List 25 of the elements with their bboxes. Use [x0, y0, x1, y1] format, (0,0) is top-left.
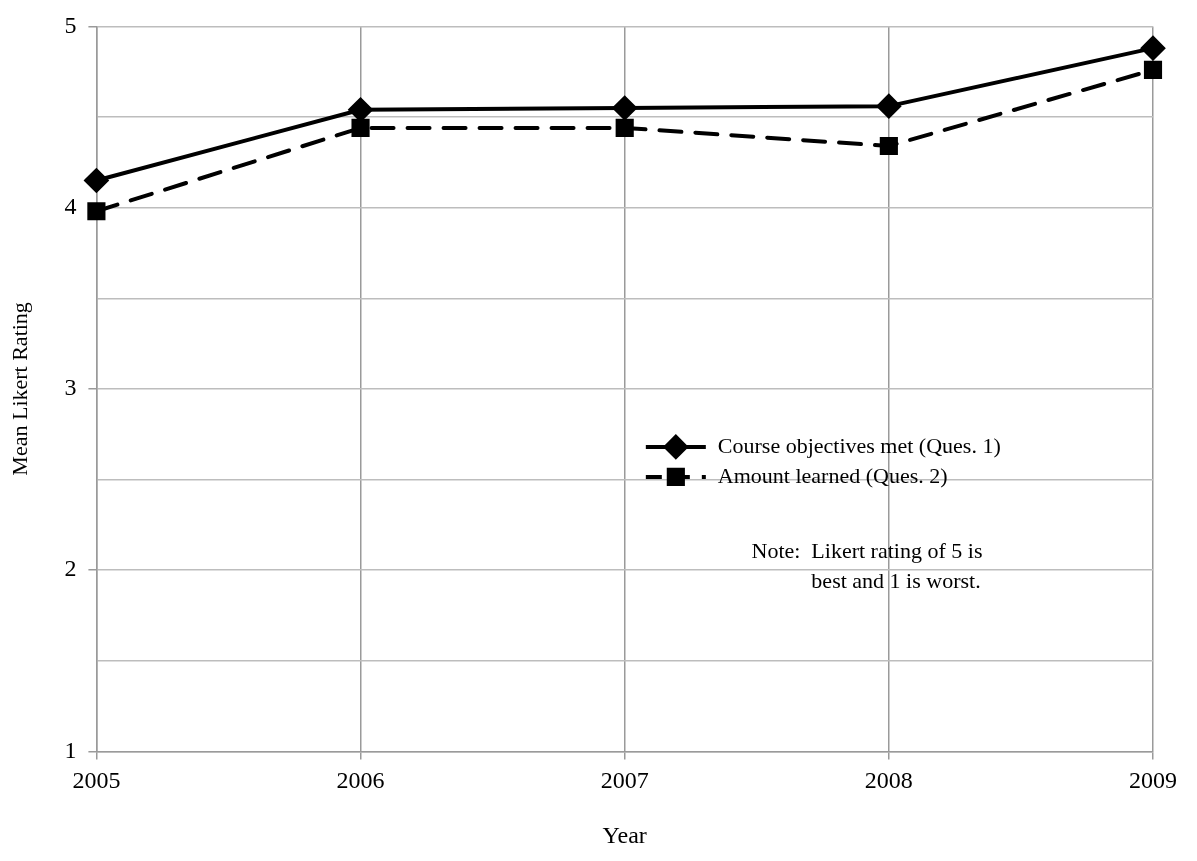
- legend-label: Course objectives met (Ques. 1): [717, 432, 1001, 458]
- y-tick-label: 2: [64, 555, 77, 582]
- point: [351, 118, 370, 137]
- y-tick-label: 1: [64, 736, 77, 763]
- point: [879, 136, 898, 156]
- point: [612, 95, 637, 120]
- x-axis-title: Year: [602, 821, 647, 848]
- x-tick-label: 2006: [336, 767, 385, 794]
- x-tick-label: 2007: [600, 767, 649, 794]
- annotation: Note: Likert rating of 5 is best and 1 is worst.: [751, 537, 983, 593]
- point: [348, 97, 373, 122]
- legend-label: Amount learned (Ques. 2): [717, 462, 948, 488]
- point: [615, 118, 634, 137]
- y-tick-label: 3: [64, 374, 77, 401]
- point: [876, 94, 901, 119]
- point: [1143, 60, 1163, 79]
- point: [87, 202, 106, 221]
- y-axis-title: Mean Likert Rating: [6, 302, 32, 476]
- point: [84, 168, 109, 193]
- x-tick-label: 2008: [864, 767, 913, 794]
- point: [1141, 36, 1165, 61]
- x-tick-label: 2005: [72, 767, 121, 794]
- x-tick-label: 2009: [1129, 767, 1177, 794]
- y-tick-label: 4: [64, 192, 77, 219]
- y-tick-label: 5: [64, 11, 77, 38]
